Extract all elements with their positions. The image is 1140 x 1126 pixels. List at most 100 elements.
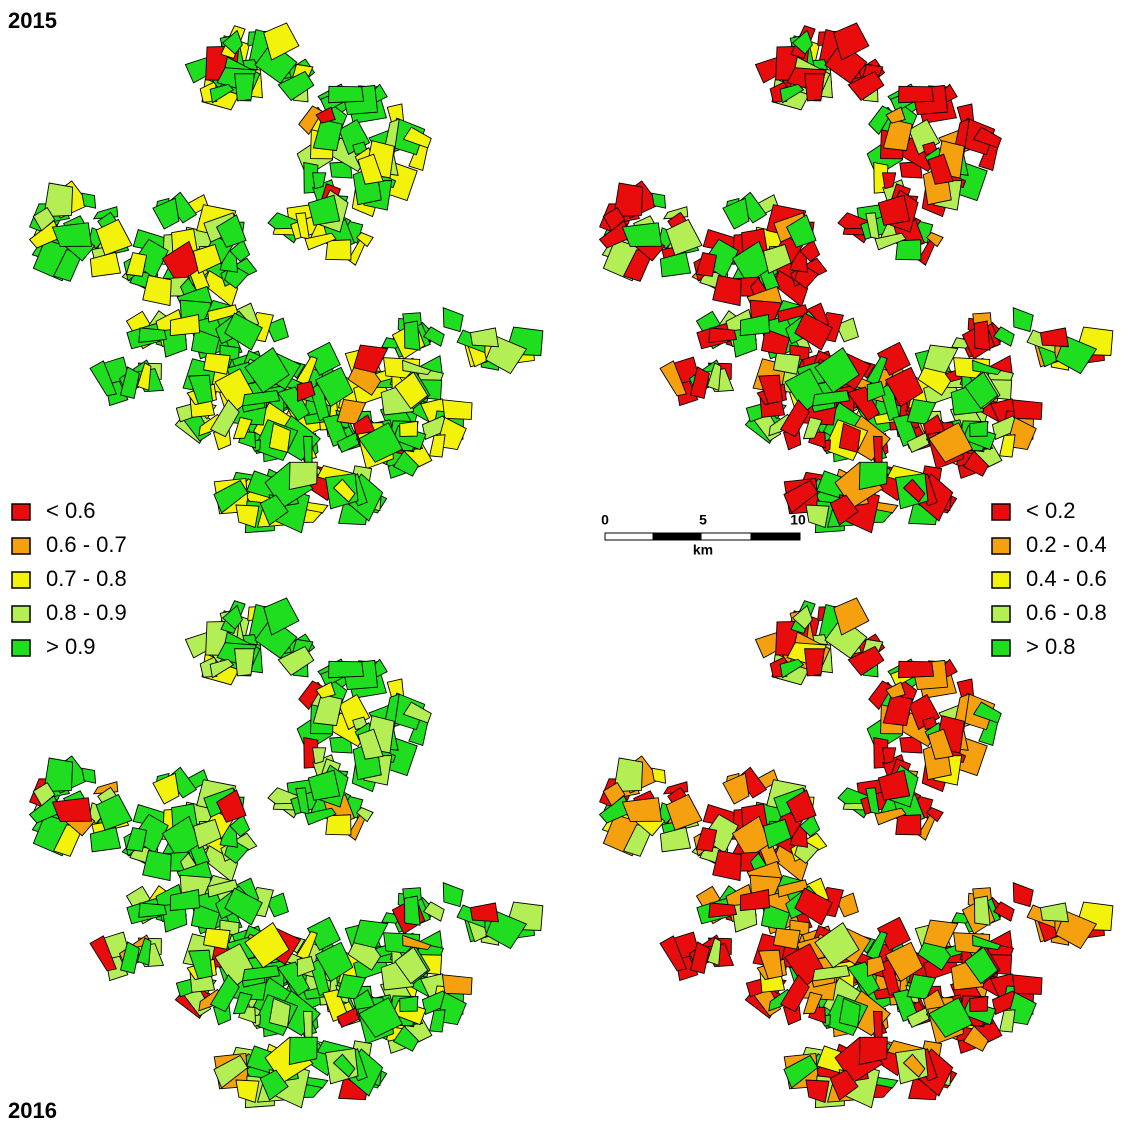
field-parcel [303, 1011, 312, 1039]
scale-bar: 0 5 10 km [601, 512, 806, 558]
legend-swatch [992, 572, 1010, 588]
legends: < 0.6 0.6 - 0.7 0.7 - 0.8 0.8 - 0.9 > 0.9 < 0… [12, 498, 1107, 659]
scale-segment [701, 533, 751, 540]
field-parcel [82, 193, 96, 208]
legend-label: 0.6 - 0.7 [46, 532, 127, 557]
field-parcel [326, 240, 351, 260]
scale-label: 0 [601, 512, 609, 528]
legend-label: < 0.6 [46, 498, 96, 523]
legend-swatch [12, 504, 30, 520]
field-parcel [924, 345, 958, 373]
scale-unit: km [693, 542, 713, 558]
field-parcel [329, 86, 364, 102]
field-parcel [805, 649, 825, 676]
field-parcel [143, 275, 172, 305]
scale-label: 10 [790, 512, 806, 528]
legend-swatch [12, 640, 30, 656]
map-panel [30, 23, 543, 533]
field-parcel [899, 661, 934, 677]
legend-label: 0.8 - 0.9 [46, 600, 127, 625]
field-parcel [713, 275, 742, 305]
field-parcel [329, 661, 364, 677]
field-parcel [975, 896, 991, 925]
field-parcel [354, 345, 388, 373]
field-parcel [326, 815, 351, 835]
field-parcel [139, 903, 167, 917]
field-parcel [924, 920, 958, 948]
field-parcel [1040, 903, 1068, 922]
field-parcel [308, 770, 339, 800]
field-parcel [709, 903, 737, 917]
field-parcel [235, 74, 255, 101]
legend-label: > 0.8 [1026, 634, 1076, 659]
field-parcel [896, 815, 921, 835]
field-parcel [899, 86, 934, 102]
field-parcel [442, 400, 472, 420]
field-parcel [82, 768, 96, 783]
field-parcel [400, 421, 418, 436]
legend-swatch [12, 538, 30, 554]
field-parcel [235, 649, 255, 676]
field-parcel [442, 975, 472, 995]
field-parcel [896, 240, 921, 260]
field-parcel [970, 421, 988, 436]
field-parcel [303, 436, 312, 464]
field-parcel [652, 768, 666, 783]
legend-swatch [992, 538, 1010, 554]
map-panel [30, 598, 543, 1108]
field-parcel [806, 505, 829, 527]
page: 2015 2016 0 5 10 km < 0.6 0.6 - 0.7 0.7 - … [0, 0, 1140, 1126]
field-parcel [1012, 400, 1042, 420]
field-parcel [308, 195, 339, 225]
field-parcel [430, 435, 445, 457]
field-parcel [873, 1011, 882, 1039]
year-label: 2016 [8, 1098, 57, 1123]
map-panel [600, 598, 1113, 1108]
field-parcel [1000, 1010, 1015, 1032]
field-parcel [405, 321, 421, 350]
field-parcel [139, 328, 167, 342]
field-parcel [143, 850, 172, 880]
field-parcel [709, 328, 737, 342]
legend-swatch [12, 572, 30, 588]
legend-label: 0.6 - 0.8 [1026, 600, 1107, 625]
field-parcel [713, 850, 742, 880]
field-parcel [1040, 328, 1068, 347]
field-parcel [470, 328, 498, 347]
legend-swatch [992, 504, 1010, 520]
legend-label: > 0.9 [46, 634, 96, 659]
scale-segment [751, 533, 800, 540]
field-parcel [1012, 975, 1042, 995]
field-parcel [1013, 883, 1033, 907]
field-parcel [806, 1080, 829, 1102]
scale-label: 5 [699, 512, 707, 528]
legend-label: 0.4 - 0.6 [1026, 566, 1107, 591]
field-parcel [878, 195, 909, 225]
field-parcel [652, 193, 666, 208]
field-parcel [354, 920, 388, 948]
field-parcel [443, 308, 463, 332]
field-parcel [805, 74, 825, 101]
map-panel [600, 23, 1113, 533]
field-parcel [236, 505, 259, 527]
field-parcel [1013, 308, 1033, 332]
legend-swatch [992, 640, 1010, 656]
figure: 2015 2016 0 5 10 km < 0.6 0.6 - 0.7 0.7 - … [0, 0, 1140, 1126]
legend-label: < 0.2 [1026, 498, 1076, 523]
field-parcel [470, 903, 498, 922]
field-parcel [873, 436, 882, 464]
year-label: 2015 [8, 8, 57, 33]
field-parcel [405, 896, 421, 925]
legend-swatch [992, 606, 1010, 622]
scale-segment [605, 533, 653, 540]
legend-swatch [12, 606, 30, 622]
legend-label: 0.2 - 0.4 [1026, 532, 1107, 557]
field-parcel [975, 321, 991, 350]
field-parcel [878, 770, 909, 800]
maps [30, 23, 1113, 1108]
legend-label: 0.7 - 0.8 [46, 566, 127, 591]
field-parcel [430, 1010, 445, 1032]
field-parcel [970, 996, 988, 1011]
field-parcel [236, 1080, 259, 1102]
field-parcel [1000, 435, 1015, 457]
